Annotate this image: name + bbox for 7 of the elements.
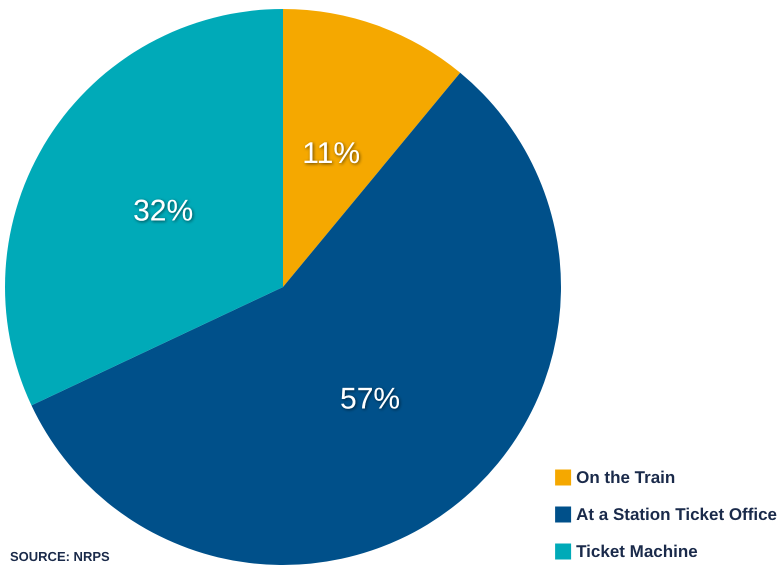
data-label: 11% [302,136,360,170]
legend-label: Ticket Machine [576,542,698,561]
legend-label: On the Train [576,468,676,487]
data-label: 57% [340,382,400,416]
data-label: 32% [133,194,194,228]
legend-label: At a Station Ticket Office [576,505,778,524]
source-note: SOURCE: NRPS [10,549,110,564]
